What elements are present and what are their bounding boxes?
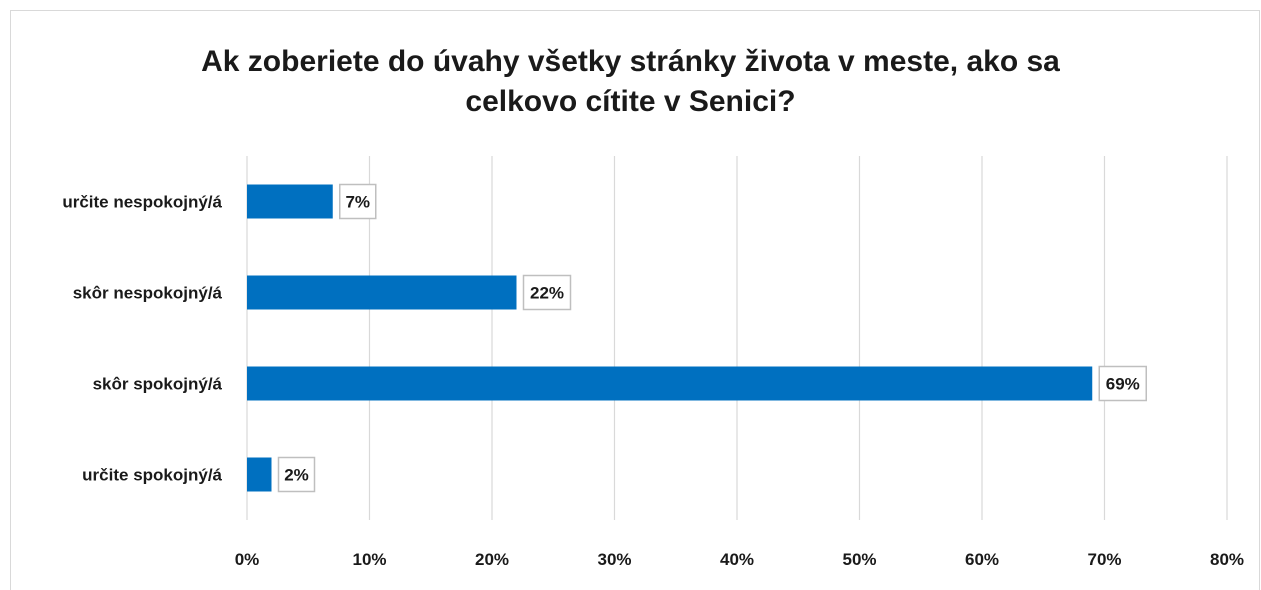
bar	[247, 457, 272, 492]
data-label-box	[277, 456, 316, 493]
data-label: 7%	[345, 193, 370, 212]
x-tick-label: 40%	[720, 550, 754, 569]
x-tick-label: 60%	[965, 550, 999, 569]
data-label: 22%	[530, 284, 564, 303]
x-tick-label: 20%	[475, 550, 509, 569]
x-axis-tick-labels: 0% 10% 20% 30% 40% 50% 60% 70% 80%	[235, 550, 1244, 569]
category-label: určite nespokojný/á	[62, 193, 222, 212]
chart-title: Ak zoberiete do úvahy všetky stránky živ…	[0, 42, 1261, 122]
chart-title-line-2: celkovo cítite v Senici?	[465, 85, 796, 118]
data-label-box	[339, 183, 377, 220]
x-tick-label: 30%	[597, 550, 631, 569]
data-label: 69%	[1106, 375, 1140, 394]
x-tick-label: 50%	[842, 550, 876, 569]
data-labels: 7% 22% 69% 2%	[277, 183, 1147, 493]
x-tick-label: 0%	[235, 550, 260, 569]
chart-title-line-1: Ak zoberiete do úvahy všetky stránky živ…	[201, 45, 1060, 78]
category-label: skôr spokojný/á	[93, 375, 223, 394]
bar	[247, 366, 1093, 401]
x-tick-label: 10%	[352, 550, 386, 569]
bar	[247, 184, 333, 219]
data-label-box	[1098, 365, 1147, 402]
category-label: skôr nespokojný/á	[73, 284, 223, 303]
category-labels: určite nespokojný/á skôr nespokojný/á skôr…	[62, 193, 222, 485]
chart-frame	[10, 10, 1260, 590]
x-tick-label: 70%	[1087, 550, 1121, 569]
data-label: 2%	[284, 466, 309, 485]
data-label-box	[522, 274, 572, 311]
bar	[247, 275, 517, 310]
category-label: určite spokojný/á	[82, 466, 222, 485]
bars	[247, 184, 1093, 492]
gridlines	[246, 156, 1228, 520]
x-tick-label: 80%	[1210, 550, 1244, 569]
